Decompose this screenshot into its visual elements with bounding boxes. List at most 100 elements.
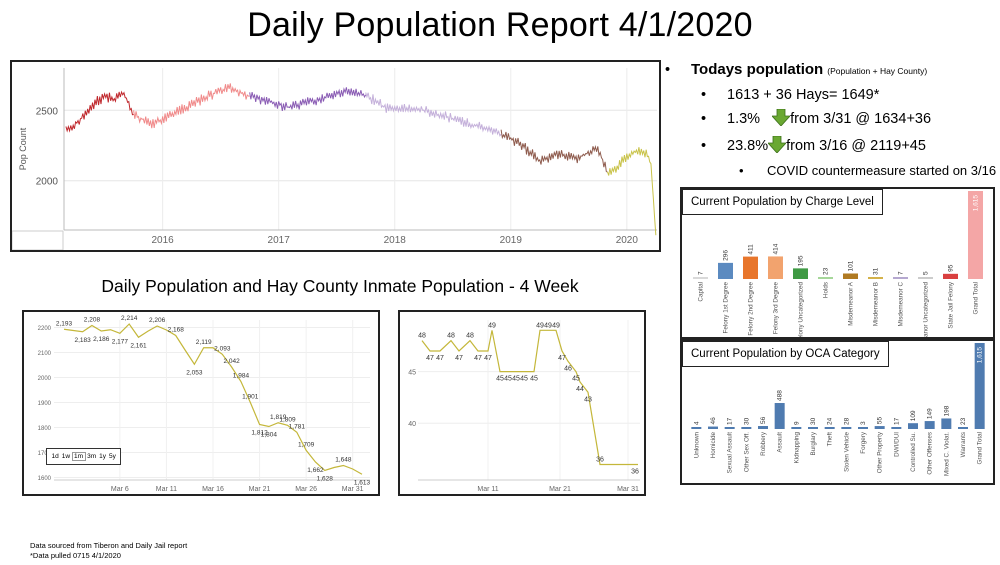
range-selector: 1d 1w 1m 3m 1y 5y [46,448,122,465]
y-tick-label: 45 [408,370,416,377]
bar [918,277,933,279]
category-label: Burglary [810,431,817,455]
category-label: Warrants [960,432,967,457]
category-label: Felony 3rd Degree [773,282,780,335]
bar-value-label: 101 [848,260,855,271]
four-week-population-plot: 1600 1700 1800 1900 2000 2100 2200 Mar 6 Mar 11 M… [38,315,371,493]
series-line [133,83,250,129]
bar-value-label: 414 [773,243,780,254]
range-button-3m[interactable]: 3m [87,453,97,460]
bar-value-label: 296 [723,250,730,261]
bar-value-label: 109 [910,410,917,421]
series-line [365,92,502,137]
category-label: Robbery [760,431,767,456]
charge-level-plot: 7 Capital 296 Felony 1st Degree 411 Felony 2n… [693,191,983,337]
bar [908,423,918,429]
data-label: 46 [564,365,572,372]
y-tick-label: 2100 [38,351,52,357]
category-label: State Jail Felony [948,281,955,328]
data-label: 48 [418,333,426,340]
charge-level-chart: 7 Capital 296 Felony 1st Degree 411 Felony 2n… [680,187,995,339]
category-label: Misdemeanor Uncategorized [923,282,930,337]
data-label: 47 [484,355,492,362]
data-label: 1,628 [317,476,334,483]
data-label: 2,168 [168,327,185,334]
x-tick-label: Mar 31 [342,486,364,493]
bar-value-label: 488 [777,390,784,401]
series-line [63,323,363,475]
data-label: 1,809 [279,416,296,423]
bar-value-label: 95 [948,264,955,272]
series-line [421,329,638,466]
bar [791,427,802,429]
bar-value-label: 30 [743,417,750,425]
data-label: 1,819 [270,414,287,421]
oca-category-title: Current Population by OCA Category [682,341,889,367]
x-tick-label: Mar 11 [156,486,177,493]
y-tick-label: 2500 [36,106,59,117]
category-label: Controlled Su. [910,432,917,472]
summary-heading-note: (Population + Hay County) [827,66,928,76]
data-label: 2,119 [196,339,212,346]
bar [718,262,733,279]
data-label: 2,042 [223,358,240,365]
category-label: Misdemeanor A [848,281,855,326]
summary-bullets: • Todays population (Population + Hay Cou… [665,58,1000,179]
category-label: Mixed C. Violat. [943,432,950,476]
range-button-1y[interactable]: 1y [99,453,106,460]
bar [818,277,833,279]
data-label: 45 [496,376,504,383]
range-button-1m[interactable]: 1m [71,452,86,461]
category-label: Kidnapping [793,432,800,464]
category-label: Misdemeanor B [873,282,880,326]
data-label: 2,093 [214,345,231,352]
data-label: 45 [572,376,580,383]
bar-value-label: 5 [923,271,930,275]
category-label: Felony 2nd Degree [748,282,755,336]
data-label: 48 [466,333,474,340]
category-label: Other Property [877,431,884,473]
down-arrow-icon [771,108,792,134]
data-label: 45 [504,376,512,383]
data-label: 47 [474,355,482,362]
four-week-title: Daily Population and Hay County Inmate P… [101,276,579,296]
range-button-1w[interactable]: 1w [61,453,71,460]
data-label: 49 [488,322,496,329]
data-label: 2,206 [149,317,166,324]
y-tick-label: 1700 [38,451,52,457]
series-line [249,87,367,111]
bar-value-label: 195 [798,255,805,266]
data-label: 47 [436,355,444,362]
bar-value-label: 149 [927,408,934,419]
category-label: Misdemeanor C [898,282,905,327]
data-label: 49 [552,322,560,329]
long-term-plot: 2000 2500 2016 2017 2018 2019 2020 Pop Count [12,62,659,250]
category-label: Holds [823,282,830,298]
data-label: 47 [558,355,566,362]
bullet-line3: • 23.8% from 3/16 @ 2119+45 [665,134,1000,161]
y-tick-label: 1900 [38,401,52,407]
x-tick-label: Mar 6 [111,486,129,493]
data-label: 1,613 [354,479,371,486]
bar [858,427,868,429]
y-tick-label: 2200 [38,326,52,332]
data-label: 45 [512,376,520,383]
bar-value-label: 411 [748,244,755,255]
category-label: Assault [777,432,784,453]
range-button-5y[interactable]: 5y [108,453,116,460]
bar-value-label: 1,615 [977,347,984,364]
category-label: Theft [827,432,834,447]
bar-value-label: 17 [727,417,734,425]
down-arrow-icon [767,135,788,161]
bullet-heading: • Todays population (Population + Hay Cou… [665,61,928,78]
data-label: 2,053 [186,369,203,376]
range-button-1d[interactable]: 1d [51,453,59,460]
x-tick-label: 2017 [268,235,291,246]
data-label: 1,662 [307,467,324,474]
data-label: 2,183 [74,337,91,344]
data-label: 1,984 [233,373,250,380]
category-label: Capital [698,282,705,302]
data-label: 47 [455,355,463,362]
four-week-population-chart: 1600 1700 1800 1900 2000 2100 2200 Mar 6 Mar 11 M… [22,310,380,496]
